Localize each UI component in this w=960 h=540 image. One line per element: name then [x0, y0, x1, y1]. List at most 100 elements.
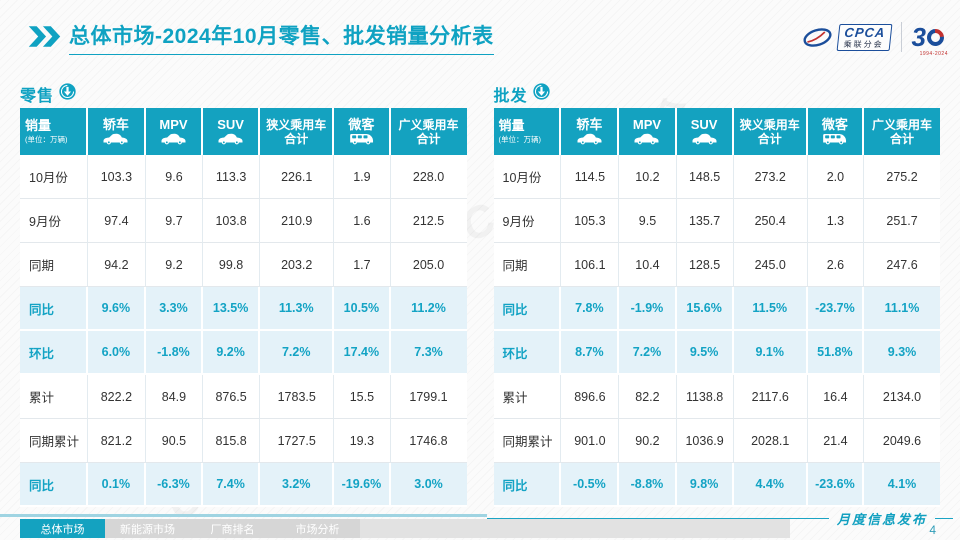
row-label-cell: 同比: [20, 463, 88, 507]
table-row: 环比 8.7% 7.2% 9.5% 9.1% 51.8% 9.3%: [493, 331, 940, 375]
table-row: 10月份 114.5 10.2 148.5 273.2 2.0 275.2: [493, 155, 940, 199]
data-cell: 226.1: [260, 155, 335, 199]
car-icon: [161, 133, 186, 145]
cpca-acronym: CPCA: [843, 24, 886, 40]
retail-table-block: 零售 销量 (单位：万辆) 轿车 MPV SUV 狭义乘用车 合计 微客 广义乘用车 合计…: [20, 82, 467, 507]
data-cell: 4.1%: [864, 463, 940, 507]
data-cell: 2.0: [807, 155, 865, 199]
footer-tab[interactable]: 新能源市场: [105, 519, 190, 538]
column-header: 微客: [807, 108, 865, 155]
row-label-cell: 同期累计: [20, 419, 88, 463]
data-cell: -1.9%: [619, 287, 677, 331]
data-cell: 901.0: [561, 419, 620, 463]
data-cell: 250.4: [733, 199, 808, 243]
data-cell: 9.2: [145, 243, 204, 287]
retail-table-label: 零售: [20, 82, 467, 105]
row-label-cell: 9月份: [493, 199, 562, 243]
down-arrow-circle-icon: [532, 82, 550, 100]
data-cell: -0.5%: [561, 463, 620, 507]
footer-rule-segment: [935, 518, 953, 519]
data-cell: 245.0: [733, 243, 808, 287]
data-cell: 1799.1: [390, 375, 467, 419]
table-row: 同比 7.8% -1.9% 15.6% 11.5% -23.7% 11.1%: [493, 287, 940, 331]
car-icon: [103, 133, 128, 145]
data-cell: 0.1%: [87, 463, 146, 507]
data-cell: 815.8: [203, 419, 261, 463]
data-cell: 10.4: [619, 243, 677, 287]
data-cell: 2134.0: [864, 375, 940, 419]
row-label-cell: 同期: [493, 243, 562, 287]
page-title-emphasis: 总体市场: [69, 25, 155, 48]
table-row: 累计 822.2 84.9 876.5 1783.5 15.5 1799.1: [20, 375, 467, 419]
retail-label-text: 零售: [20, 87, 55, 105]
row-label-cell: 环比: [20, 331, 88, 375]
data-cell: 9.2%: [203, 331, 261, 375]
data-cell: 9.5: [619, 199, 677, 243]
data-cell: 9.7: [145, 199, 204, 243]
header-logos: CPCA 乘联分会 3 1994-2024: [801, 22, 948, 57]
row-label-cell: 同比: [493, 463, 562, 507]
data-cell: 82.2: [619, 375, 677, 419]
data-cell: 99.8: [203, 243, 261, 287]
column-header: 广义乘用车 合计: [390, 108, 467, 155]
column-header: SUV: [676, 108, 734, 155]
data-cell: 103.8: [203, 199, 261, 243]
anniversary-30-logo: 3 1994-2024: [911, 22, 948, 57]
data-cell: 205.0: [390, 243, 467, 287]
data-cell: 6.0%: [87, 331, 146, 375]
column-header: MPV: [145, 108, 204, 155]
data-cell: 1746.8: [390, 419, 467, 463]
data-cell: 97.4: [87, 199, 146, 243]
row-label-cell: 10月份: [493, 155, 562, 199]
column-header: 轿车: [87, 108, 146, 155]
footer-tab[interactable]: 市场分析: [275, 519, 360, 538]
row-label-cell: 9月份: [20, 199, 88, 243]
data-cell: 10.5%: [334, 287, 391, 331]
footer-tab[interactable]: 厂商排名: [190, 519, 275, 538]
row-label-cell: 同期: [20, 243, 88, 287]
table-row: 同比 -0.5% -8.8% 9.8% 4.4% -23.6% 4.1%: [493, 463, 940, 507]
table-row: 累计 896.6 82.2 1138.8 2117.6 16.4 2134.0: [493, 375, 940, 419]
data-cell: 9.3%: [864, 331, 940, 375]
data-cell: 105.3: [561, 199, 620, 243]
data-cell: 2117.6: [733, 375, 808, 419]
data-cell: 9.5%: [676, 331, 734, 375]
data-cell: 4.4%: [733, 463, 808, 507]
data-cell: 10.2: [619, 155, 677, 199]
data-cell: 11.5%: [733, 287, 808, 331]
column-header: 狭义乘用车 合计: [260, 108, 335, 155]
cpca-swoosh-icon: [803, 27, 832, 47]
footer-tab[interactable]: 总体市场: [20, 519, 105, 538]
table-row: 9月份 105.3 9.5 135.7 250.4 1.3 251.7: [493, 199, 940, 243]
row-label-cell: 同期累计: [493, 419, 562, 463]
row-label-cell: 同比: [20, 287, 88, 331]
data-cell: 15.5: [334, 375, 391, 419]
data-cell: 1.9: [334, 155, 391, 199]
down-arrow-circle-icon: [59, 82, 76, 105]
down-arrow-circle-icon: [59, 82, 76, 100]
anniversary-number: 3: [911, 22, 926, 52]
column-header: MPV: [619, 108, 677, 155]
wholesale-table: 销量 (单位：万辆) 轿车 MPV SUV 狭义乘用车 合计 微客 广义乘用车 合计 10月…: [493, 108, 940, 507]
table-row: 同比 9.6% 3.3% 13.5% 11.3% 10.5% 11.2%: [20, 287, 467, 331]
data-cell: 11.1%: [864, 287, 940, 331]
table-row: 同期累计 821.2 90.5 815.8 1727.5 19.3 1746.8: [20, 419, 467, 463]
van-icon: [350, 134, 373, 145]
data-cell: 9.8%: [676, 463, 734, 507]
footer-right-rule: 月度信息发布: [487, 509, 953, 528]
data-cell: 106.1: [561, 243, 620, 287]
table-row: 同比 0.1% -6.3% 7.4% 3.2% -19.6% 3.0%: [20, 463, 467, 507]
anniversary-ring-icon: [923, 25, 948, 49]
data-cell: 822.2: [87, 375, 146, 419]
data-cell: 1.7: [334, 243, 391, 287]
data-cell: 148.5: [676, 155, 734, 199]
data-cell: 1783.5: [260, 375, 335, 419]
data-cell: 275.2: [864, 155, 940, 199]
publication-label: 月度信息发布: [836, 512, 927, 527]
down-arrow-circle-icon: [532, 82, 550, 105]
data-cell: 114.5: [561, 155, 620, 199]
table-row: 环比 6.0% -1.8% 9.2% 7.2% 17.4% 7.3%: [20, 331, 467, 375]
column-header: 销量 (单位：万辆): [493, 108, 562, 155]
data-cell: 9.6: [145, 155, 204, 199]
data-cell: 90.5: [145, 419, 204, 463]
